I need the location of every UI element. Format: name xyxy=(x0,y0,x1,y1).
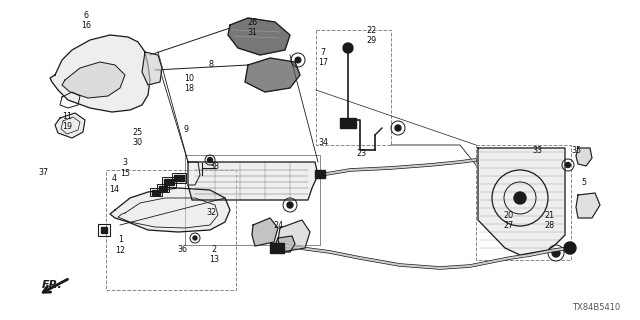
Polygon shape xyxy=(576,193,600,218)
Circle shape xyxy=(514,192,526,204)
Text: 34: 34 xyxy=(318,138,328,147)
Circle shape xyxy=(395,125,401,131)
Bar xyxy=(150,188,162,196)
Text: 11
19: 11 19 xyxy=(62,112,72,131)
Text: 26
31: 26 31 xyxy=(248,18,258,37)
Text: 1
12: 1 12 xyxy=(115,235,125,254)
Text: 10
18: 10 18 xyxy=(184,74,194,93)
Text: 32: 32 xyxy=(206,208,216,217)
Text: 20
27: 20 27 xyxy=(504,211,514,230)
Circle shape xyxy=(287,202,293,208)
Text: 2
13: 2 13 xyxy=(209,245,220,264)
Circle shape xyxy=(343,43,353,53)
Polygon shape xyxy=(478,148,565,255)
Polygon shape xyxy=(245,58,300,92)
Text: 37: 37 xyxy=(38,168,49,177)
Text: 7
17: 7 17 xyxy=(318,48,328,67)
Polygon shape xyxy=(55,113,85,138)
Text: 6
16: 6 16 xyxy=(81,11,92,30)
Text: 21
28: 21 28 xyxy=(544,211,554,230)
Polygon shape xyxy=(275,236,295,252)
Bar xyxy=(172,173,186,183)
Text: 22
29: 22 29 xyxy=(366,26,376,45)
Bar xyxy=(174,175,184,181)
Circle shape xyxy=(294,57,301,63)
Bar xyxy=(164,179,174,185)
Text: 25
30: 25 30 xyxy=(132,128,143,147)
Text: 9: 9 xyxy=(183,125,188,134)
Text: FR.: FR. xyxy=(42,280,62,290)
Text: 33: 33 xyxy=(532,146,543,155)
Text: 3
15: 3 15 xyxy=(120,158,130,178)
Polygon shape xyxy=(110,188,230,232)
Polygon shape xyxy=(50,35,150,112)
Text: 23: 23 xyxy=(356,149,367,158)
Bar xyxy=(106,170,236,290)
Circle shape xyxy=(552,249,560,257)
Polygon shape xyxy=(576,148,592,166)
Bar xyxy=(159,186,167,191)
Text: 5: 5 xyxy=(582,178,587,187)
Bar xyxy=(98,224,110,236)
Polygon shape xyxy=(278,220,310,252)
Bar xyxy=(162,177,176,187)
Text: 38: 38 xyxy=(209,162,220,171)
Polygon shape xyxy=(228,18,290,55)
Polygon shape xyxy=(62,62,125,98)
Bar xyxy=(185,155,320,245)
Circle shape xyxy=(566,163,570,167)
Text: TX84B5410: TX84B5410 xyxy=(572,303,620,312)
Circle shape xyxy=(564,242,576,254)
Bar xyxy=(315,170,325,178)
Bar xyxy=(270,243,284,253)
Circle shape xyxy=(207,157,212,163)
Polygon shape xyxy=(252,218,278,246)
Circle shape xyxy=(193,236,197,240)
Text: 24: 24 xyxy=(273,221,284,230)
Text: 4
14: 4 14 xyxy=(109,174,119,194)
Bar xyxy=(340,118,356,128)
Bar xyxy=(152,190,160,195)
Bar xyxy=(101,227,107,233)
Text: 36: 36 xyxy=(177,245,188,254)
Bar xyxy=(476,145,571,260)
Text: 8: 8 xyxy=(209,60,214,68)
Polygon shape xyxy=(142,52,162,85)
Text: 35: 35 xyxy=(571,146,581,155)
Bar xyxy=(316,30,391,145)
Bar xyxy=(157,184,169,192)
Polygon shape xyxy=(188,162,318,200)
